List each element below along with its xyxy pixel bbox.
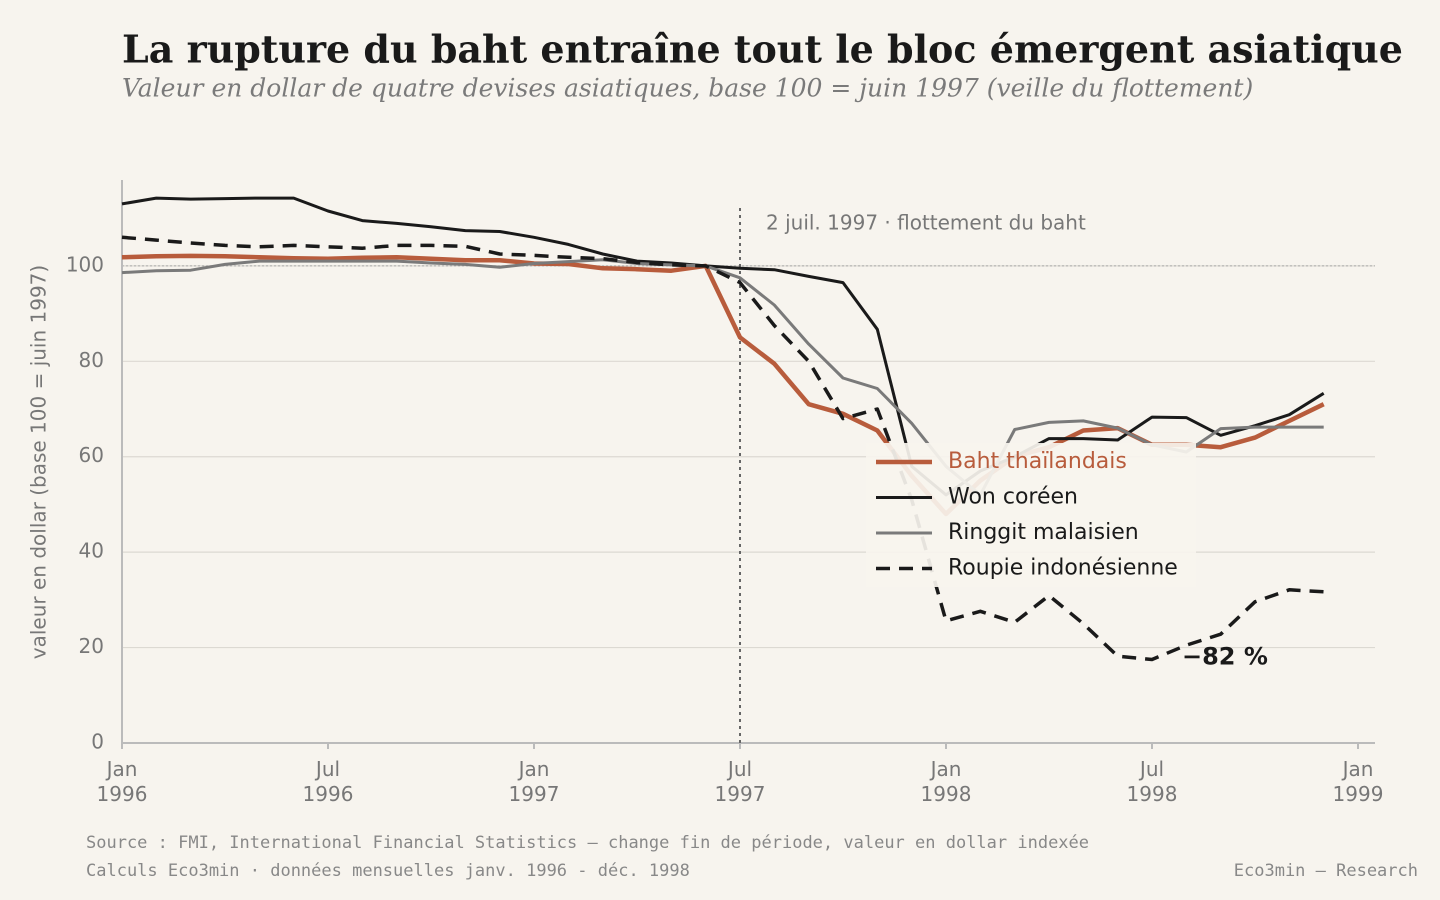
- legend-label: Baht thaïlandais: [948, 449, 1127, 474]
- x-tick-label: Jan 1996: [96, 757, 148, 806]
- event-label: 2 juil. 1997 · flottement du baht: [766, 211, 1086, 235]
- y-tick-label: 20: [79, 634, 104, 658]
- x-tick-label: Jan 1998: [920, 757, 972, 806]
- legend-box: [866, 443, 1196, 587]
- x-tick-label: Jul 1996: [302, 757, 354, 806]
- series-line: [121, 258, 1324, 497]
- series-line: [121, 196, 1325, 497]
- y-tick-label: 60: [79, 443, 104, 467]
- x-tick-label: Jul 1998: [1126, 757, 1178, 806]
- brand: Eco3min — Research: [1234, 861, 1418, 881]
- legend-label: Roupie indonésienne: [948, 556, 1178, 581]
- y-tick-label: 0: [91, 730, 104, 754]
- source: Source : FMI, International Financial St…: [86, 833, 1089, 853]
- x-tick-label: Jan 1999: [1332, 757, 1384, 806]
- x-tick-label: Jan 1997: [508, 757, 560, 806]
- series-line: [121, 235, 1324, 662]
- legend-label: Ringgit malaisien: [948, 520, 1139, 545]
- y-tick-label: 40: [79, 539, 104, 563]
- y-tick-label: 100: [66, 252, 104, 276]
- legend-label: Won coréen: [948, 485, 1078, 510]
- chart-title: La rupture du baht entraîne tout le bloc…: [122, 27, 1403, 72]
- y-tick-label: 80: [79, 348, 104, 372]
- annotation: −82 %: [1182, 643, 1268, 671]
- y-axis-label: valeur en dollar (base 100 = juin 1997): [27, 265, 51, 659]
- note: Calculs Eco3min · données mensuelles jan…: [86, 861, 690, 881]
- chart-subtitle: Valeur en dollar de quatre devises asiat…: [122, 74, 1253, 103]
- legend: Baht thaïlandais Won coréen Ringgit malais…: [866, 443, 1196, 587]
- x-tick-label: Jul 1997: [714, 757, 766, 806]
